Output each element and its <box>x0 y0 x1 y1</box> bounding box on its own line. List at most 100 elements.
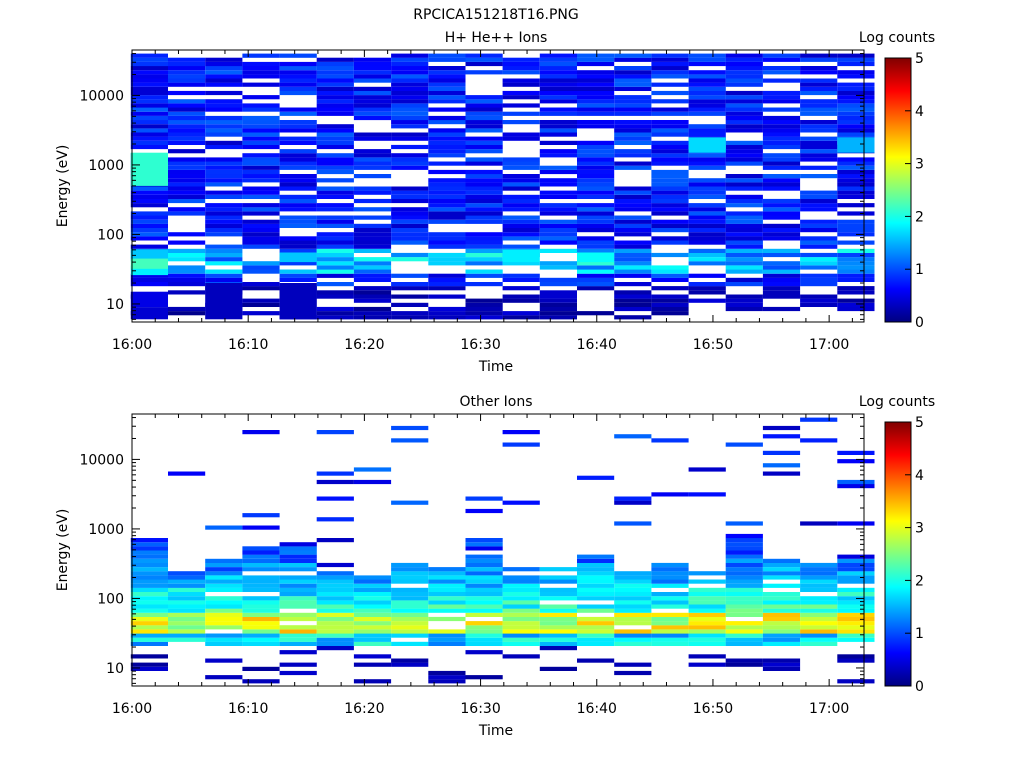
heatmap-cell <box>428 596 466 601</box>
heatmap-cell <box>428 273 466 278</box>
heatmap-cell <box>762 425 801 431</box>
heatmap-cell <box>577 621 615 626</box>
heatmap-cell <box>391 78 429 83</box>
heatmap-cell <box>614 571 652 576</box>
heatmap-cell <box>837 658 875 663</box>
heatmap-cell <box>465 600 503 605</box>
heatmap-cell <box>539 666 577 671</box>
heatmap-cell <box>242 194 280 199</box>
heatmap-cell <box>465 169 503 175</box>
heatmap-cell <box>614 132 652 137</box>
heatmap-cell <box>130 190 168 195</box>
heatmap-cell <box>725 637 763 642</box>
heatmap-cell <box>316 124 354 129</box>
heatmap-cell <box>800 90 838 96</box>
heatmap-cell <box>762 207 801 212</box>
heatmap-cell <box>391 136 429 141</box>
heatmap-cell <box>465 198 503 204</box>
heatmap-cell <box>428 95 466 100</box>
heatmap-cell <box>242 186 280 191</box>
heatmap-cell <box>391 633 429 638</box>
heatmap-cell <box>762 583 801 588</box>
heatmap-cell <box>651 169 689 175</box>
heatmap-cell <box>725 277 763 282</box>
heatmap-cell <box>242 583 280 588</box>
heatmap-cell <box>242 124 280 129</box>
heatmap-cell <box>577 558 615 563</box>
heatmap-cell <box>539 211 577 216</box>
heatmap-cell <box>800 583 838 588</box>
heatmap-cell <box>539 128 577 133</box>
heatmap-cell <box>539 311 577 316</box>
y-tick-label: 10 <box>106 297 124 313</box>
heatmap-cell <box>577 86 615 91</box>
heatmap-cell <box>205 132 243 137</box>
colorbar-gradient <box>884 421 912 687</box>
x-tick-label: 16:10 <box>228 337 268 353</box>
heatmap-cell <box>316 306 354 312</box>
heatmap-cell <box>428 149 466 154</box>
heatmap-cell <box>651 120 689 125</box>
heatmap-cell <box>391 311 429 316</box>
heatmap-cell <box>614 140 652 145</box>
heatmap-cell <box>725 257 763 262</box>
heatmap-cell <box>539 124 577 129</box>
heatmap-cell <box>539 149 577 154</box>
heatmap-cell <box>316 90 354 96</box>
heatmap-cell <box>279 252 317 263</box>
heatmap-cell <box>242 616 280 622</box>
heatmap-cell <box>614 95 652 100</box>
heatmap-cell <box>168 182 206 187</box>
heatmap-cell <box>353 232 392 237</box>
heatmap-cell <box>539 219 577 224</box>
heatmap-cell <box>614 198 652 204</box>
heatmap-cell <box>800 575 838 580</box>
heatmap-cell <box>651 211 689 216</box>
heatmap-cell <box>800 82 838 87</box>
heatmap-cell <box>353 165 392 170</box>
heatmap-cell <box>614 57 652 62</box>
heatmap-cell <box>651 66 689 71</box>
heatmap-cell <box>762 90 801 96</box>
heatmap-cell <box>651 107 689 112</box>
heatmap-cell <box>762 273 801 278</box>
heatmap-cell <box>279 82 317 87</box>
heatmap-cell <box>353 228 392 233</box>
heatmap-cell <box>316 203 354 208</box>
heatmap-cell <box>800 596 838 601</box>
heatmap-cell <box>316 153 354 158</box>
heatmap-cell <box>465 592 503 597</box>
heatmap-cell <box>651 53 689 58</box>
heatmap-cell <box>577 124 615 129</box>
heatmap-cell <box>168 583 206 588</box>
heatmap-cell <box>353 261 392 266</box>
heatmap-cell <box>725 128 763 133</box>
heatmap-cell <box>316 244 354 249</box>
heatmap-cell <box>465 641 503 646</box>
y-axis-label: Energy (eV) <box>55 509 71 592</box>
heatmap-cell <box>688 57 726 62</box>
heatmap-cell <box>391 115 429 121</box>
heatmap-cell <box>688 621 726 626</box>
heatmap-cell <box>539 99 577 104</box>
heatmap-cell <box>465 244 503 249</box>
heatmap-cell <box>837 298 875 303</box>
heatmap-cell <box>465 61 503 67</box>
heatmap-cell <box>279 567 317 572</box>
heatmap-cell <box>837 450 875 455</box>
heatmap-cell <box>130 111 168 116</box>
heatmap-cell <box>353 215 392 220</box>
heatmap-cell <box>614 612 652 617</box>
heatmap-cell <box>725 608 763 613</box>
y-axis-label: Energy (eV) <box>55 145 71 228</box>
heatmap-cell <box>725 562 763 568</box>
x-tick-label: 17:00 <box>809 701 849 717</box>
heatmap-cell <box>688 207 726 212</box>
heatmap-cell <box>651 111 689 116</box>
heatmap-cell <box>539 294 577 299</box>
heatmap-cell <box>242 525 280 530</box>
heatmap-cell <box>651 99 689 104</box>
heatmap-cell <box>316 621 354 626</box>
heatmap-cell <box>353 641 392 646</box>
heatmap-cell <box>800 625 838 630</box>
